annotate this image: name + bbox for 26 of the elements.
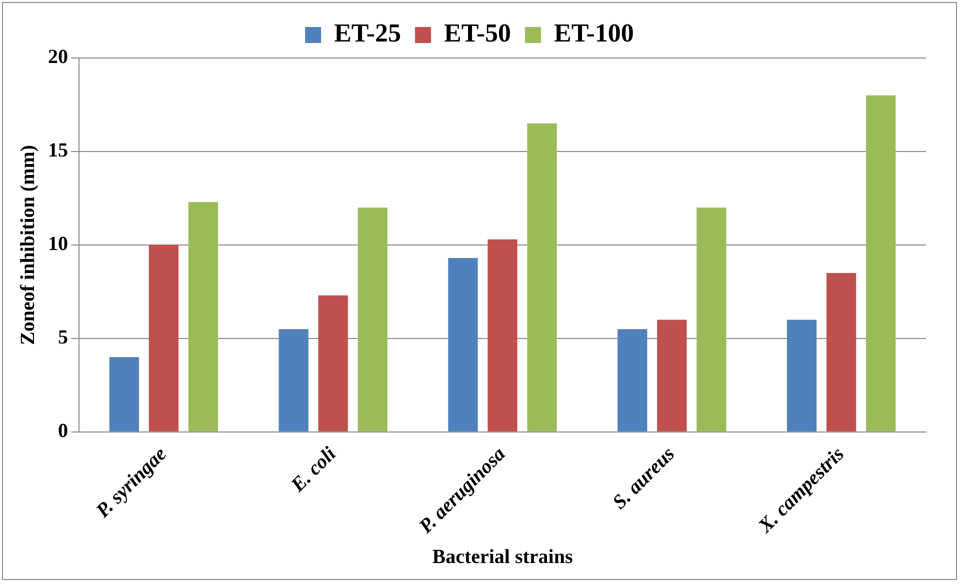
bar bbox=[358, 208, 388, 432]
bar bbox=[448, 258, 478, 432]
y-tick-label: 10 bbox=[48, 233, 68, 256]
bar bbox=[657, 320, 687, 432]
bar bbox=[188, 202, 218, 432]
legend-label: ET-100 bbox=[554, 18, 634, 48]
bar bbox=[148, 244, 179, 432]
bar bbox=[826, 273, 856, 432]
bar bbox=[696, 208, 726, 432]
bar bbox=[109, 357, 139, 432]
bar bbox=[318, 295, 348, 432]
y-tick-label: 15 bbox=[48, 140, 68, 162]
x-axis-title: Bacterial strains bbox=[432, 546, 573, 568]
legend-label: ET-50 bbox=[444, 18, 511, 48]
y-tick-label: 0 bbox=[58, 420, 68, 442]
legend-label: ET-25 bbox=[334, 18, 402, 48]
bar bbox=[278, 329, 308, 432]
y-tick-label: 5 bbox=[58, 326, 68, 349]
bar bbox=[488, 239, 518, 432]
y-tick-label: 20 bbox=[48, 46, 68, 68]
y-axis-title: Zoneof inhibition (mm) bbox=[17, 144, 40, 345]
x-tick-label: E. coli bbox=[286, 442, 341, 498]
bar bbox=[786, 320, 817, 432]
bar bbox=[527, 123, 557, 432]
bar bbox=[618, 329, 648, 432]
bar bbox=[866, 95, 896, 432]
